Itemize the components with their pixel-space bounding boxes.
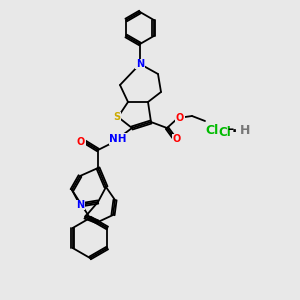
Text: –: –	[227, 124, 233, 136]
Text: O: O	[173, 134, 181, 144]
Text: O: O	[176, 113, 184, 123]
Text: Cl: Cl	[218, 125, 231, 139]
Text: ·: ·	[232, 125, 237, 139]
Text: H: H	[240, 124, 250, 136]
Text: Cl: Cl	[206, 124, 219, 136]
Text: N: N	[76, 200, 84, 210]
Text: H: H	[206, 125, 216, 139]
Text: N: N	[136, 59, 144, 69]
Text: S: S	[113, 112, 121, 122]
Text: NH: NH	[109, 134, 127, 144]
Text: O: O	[77, 137, 85, 147]
Text: H: H	[239, 125, 249, 139]
